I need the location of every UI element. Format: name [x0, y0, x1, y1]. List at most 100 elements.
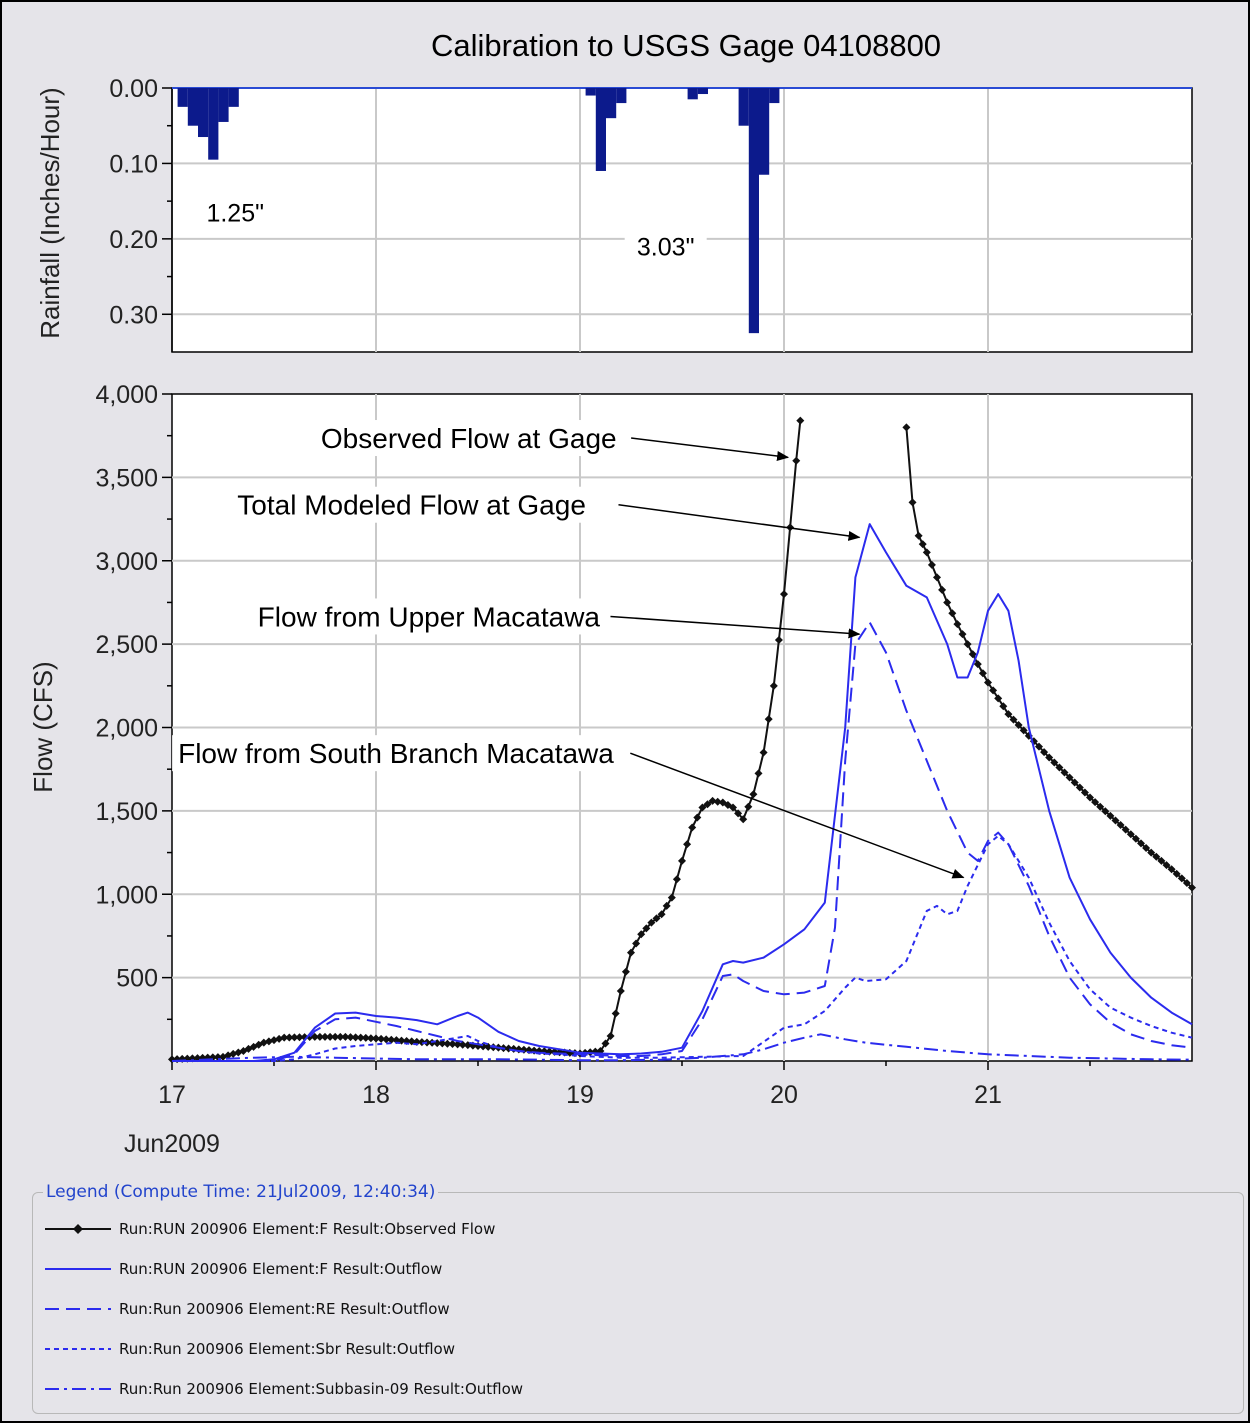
rainfall-label-bg [624, 229, 707, 264]
annotation-arrow [631, 437, 790, 461]
observed-flow-marker [1055, 763, 1064, 772]
observed-flow-marker [652, 914, 661, 923]
annotation-arrow [610, 615, 861, 639]
flow-y-tick-label: 2,000 [95, 715, 158, 743]
annotation-bg [251, 598, 605, 635]
observed-flow-marker [315, 1032, 324, 1041]
observed-flow-marker [443, 1039, 452, 1048]
rainfall-bar [738, 88, 749, 126]
observed-flow-marker [1126, 830, 1135, 839]
flow-plot: 17 18 19 20 21 500 1,000 1,500 2,000 2,500 3,000 3,… [28, 381, 1196, 1158]
observed-flow-marker [321, 1032, 329, 1041]
observed-flow-marker [1167, 865, 1176, 874]
observed-flow-marker [943, 598, 952, 607]
rainfall-bar [687, 88, 698, 100]
observed-flow-marker [1070, 778, 1079, 787]
observed-flow-marker [688, 823, 697, 832]
rainfall-tick-label: 0.10 [109, 150, 158, 178]
rainfall-bar [616, 88, 627, 104]
observed-flow-marker [774, 635, 783, 644]
observed-flow-marker [377, 1034, 386, 1043]
observed-flow-marker [938, 585, 947, 594]
observed-flow-marker [1182, 878, 1191, 887]
observed-flow-marker [326, 1032, 335, 1041]
annotation-bg [172, 735, 625, 772]
legend-item-label: Run:Run 200906 Element:Subbasin-09 Resul… [119, 1380, 524, 1398]
annotation-arrow [630, 752, 965, 879]
observed-flow-marker [918, 540, 927, 549]
observed-flow-marker [1147, 848, 1156, 857]
chart-title: Calibration to USGS Gage 04108800 [431, 28, 941, 63]
observed-flow-marker [295, 1033, 304, 1042]
observed-flow-marker [729, 803, 737, 812]
observed-flow-marker [703, 800, 712, 809]
rainfall-bar [769, 88, 780, 104]
observed-flow-marker [356, 1033, 365, 1042]
observed-flow-marker [1172, 869, 1181, 878]
observed-flow-marker [999, 702, 1008, 711]
flow-y-tick-label: 500 [116, 965, 158, 993]
observed-flow-marker [958, 630, 967, 639]
legend-item: Run:Run 200906 Element:Subbasin-09 Resul… [43, 1377, 1223, 1401]
flow-annotation-label: Observed Flow at Gage [321, 423, 617, 454]
rainfall-bar [606, 88, 617, 119]
flow-annotation-label: Total Modeled Flow at Gage [237, 490, 586, 521]
observed-flow-marker [754, 769, 763, 778]
rainfall-bar [198, 88, 209, 138]
flow-y-tick-label: 1,500 [95, 798, 158, 826]
observed-flow-marker [1137, 839, 1145, 848]
observed-flow-marker [310, 1032, 319, 1041]
observed-flow-marker [657, 910, 666, 919]
observed-flow-marker [968, 650, 977, 659]
legend-swatch [45, 1348, 111, 1350]
rainfall-bar [187, 88, 198, 126]
observed-flow-marker [1050, 758, 1059, 767]
observed-flow-marker [764, 715, 773, 724]
legend-title: Legend (Compute Time: 21Jul2009, 12:40:3… [43, 1182, 439, 1202]
rainfall-tick-label: 0.20 [109, 226, 158, 254]
rainfall-label-bg [194, 195, 277, 230]
observed-flow-marker [647, 918, 656, 927]
observed-flow-marker [382, 1035, 391, 1044]
observed-flow-marker [1065, 773, 1074, 782]
rainfall-bar [585, 88, 596, 96]
rainfall-bar [218, 88, 229, 122]
observed-flow-marker [290, 1033, 299, 1042]
flow-y-tick-label: 1,000 [95, 881, 158, 909]
flow-series-line [172, 621, 1193, 1062]
observed-flow-marker [734, 809, 743, 818]
rainfall-bar [595, 88, 606, 171]
observed-flow-marker [1116, 821, 1125, 830]
observed-flow-marker [1009, 715, 1018, 724]
observed-flow-marker [642, 924, 651, 933]
observed-flow-marker [331, 1032, 340, 1041]
observed-flow-marker [1106, 811, 1115, 820]
observed-flow-marker [1157, 856, 1166, 865]
rainfall-bar [759, 88, 770, 175]
observed-flow-marker [672, 875, 681, 884]
legend-swatch [45, 1308, 111, 1310]
legend-item-label: Run:Run 200906 Element:RE Result:Outflow [119, 1300, 450, 1318]
observed-flow-marker [336, 1032, 345, 1041]
rainfall-tick-label: 0.00 [109, 75, 158, 103]
flow-x-tick-label: 19 [566, 1081, 594, 1109]
legend-item-label: Run:RUN 200906 Element:F Result:Observed… [119, 1220, 496, 1238]
annotation-bg [231, 486, 613, 523]
observed-flow-marker [713, 797, 722, 806]
rainfall-total-label: 3.03" [637, 233, 695, 261]
flow-x-tick-label: 20 [770, 1081, 798, 1109]
rainfall-total-label: 1.25" [206, 199, 264, 227]
observed-flow-marker [1019, 726, 1028, 735]
observed-flow-marker [1086, 793, 1094, 802]
flow-y-tick-label: 3,500 [95, 464, 158, 492]
observed-flow-marker [708, 796, 717, 805]
observed-flow-marker [922, 548, 931, 557]
observed-flow-marker [1091, 798, 1100, 807]
observed-flow-marker [933, 573, 941, 582]
observed-flow-marker [994, 694, 1003, 703]
observed-flow-marker [662, 901, 671, 910]
flow-series-line [172, 834, 1193, 1062]
flow-x-tick-label: 21 [974, 1081, 1002, 1109]
observed-flow-marker [351, 1033, 360, 1042]
rainfall-bar [228, 88, 239, 107]
